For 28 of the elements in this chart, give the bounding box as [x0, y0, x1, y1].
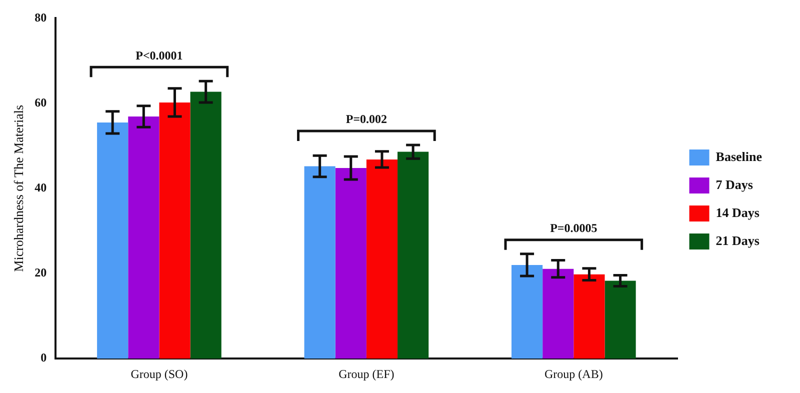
annotation: P=0.002	[346, 112, 388, 126]
legend-label: 7 Days	[716, 176, 753, 192]
bar	[398, 152, 429, 359]
bar	[335, 168, 366, 359]
legend-label: 21 Days	[716, 232, 760, 248]
annotation: P<0.0001	[136, 48, 183, 62]
bar	[604, 280, 636, 359]
y-tick-label: 80	[34, 10, 47, 24]
x-tick-label: Group (SO)	[130, 366, 188, 381]
bar	[190, 92, 222, 359]
annotation: P=0.0005	[550, 221, 598, 236]
bar	[511, 264, 543, 359]
bar	[159, 102, 190, 359]
x-tick-label: Group (AB)	[544, 366, 603, 381]
legend-label: Baseline	[716, 148, 762, 164]
legend-label: 14 Days	[716, 204, 760, 220]
bar	[542, 268, 574, 359]
y-tick-label: 40	[34, 180, 47, 194]
y-tick-label: 60	[34, 95, 47, 110]
bar	[97, 122, 128, 359]
bar	[574, 274, 605, 359]
bar	[304, 166, 336, 359]
bar	[128, 116, 160, 359]
y-tick-label: 0	[40, 350, 47, 365]
bar	[366, 159, 398, 359]
x-tick-label: Group (EF)	[338, 366, 394, 381]
y-axis-title: Microhardness of The Materials	[11, 104, 26, 272]
y-tick-label: 20	[34, 266, 47, 280]
